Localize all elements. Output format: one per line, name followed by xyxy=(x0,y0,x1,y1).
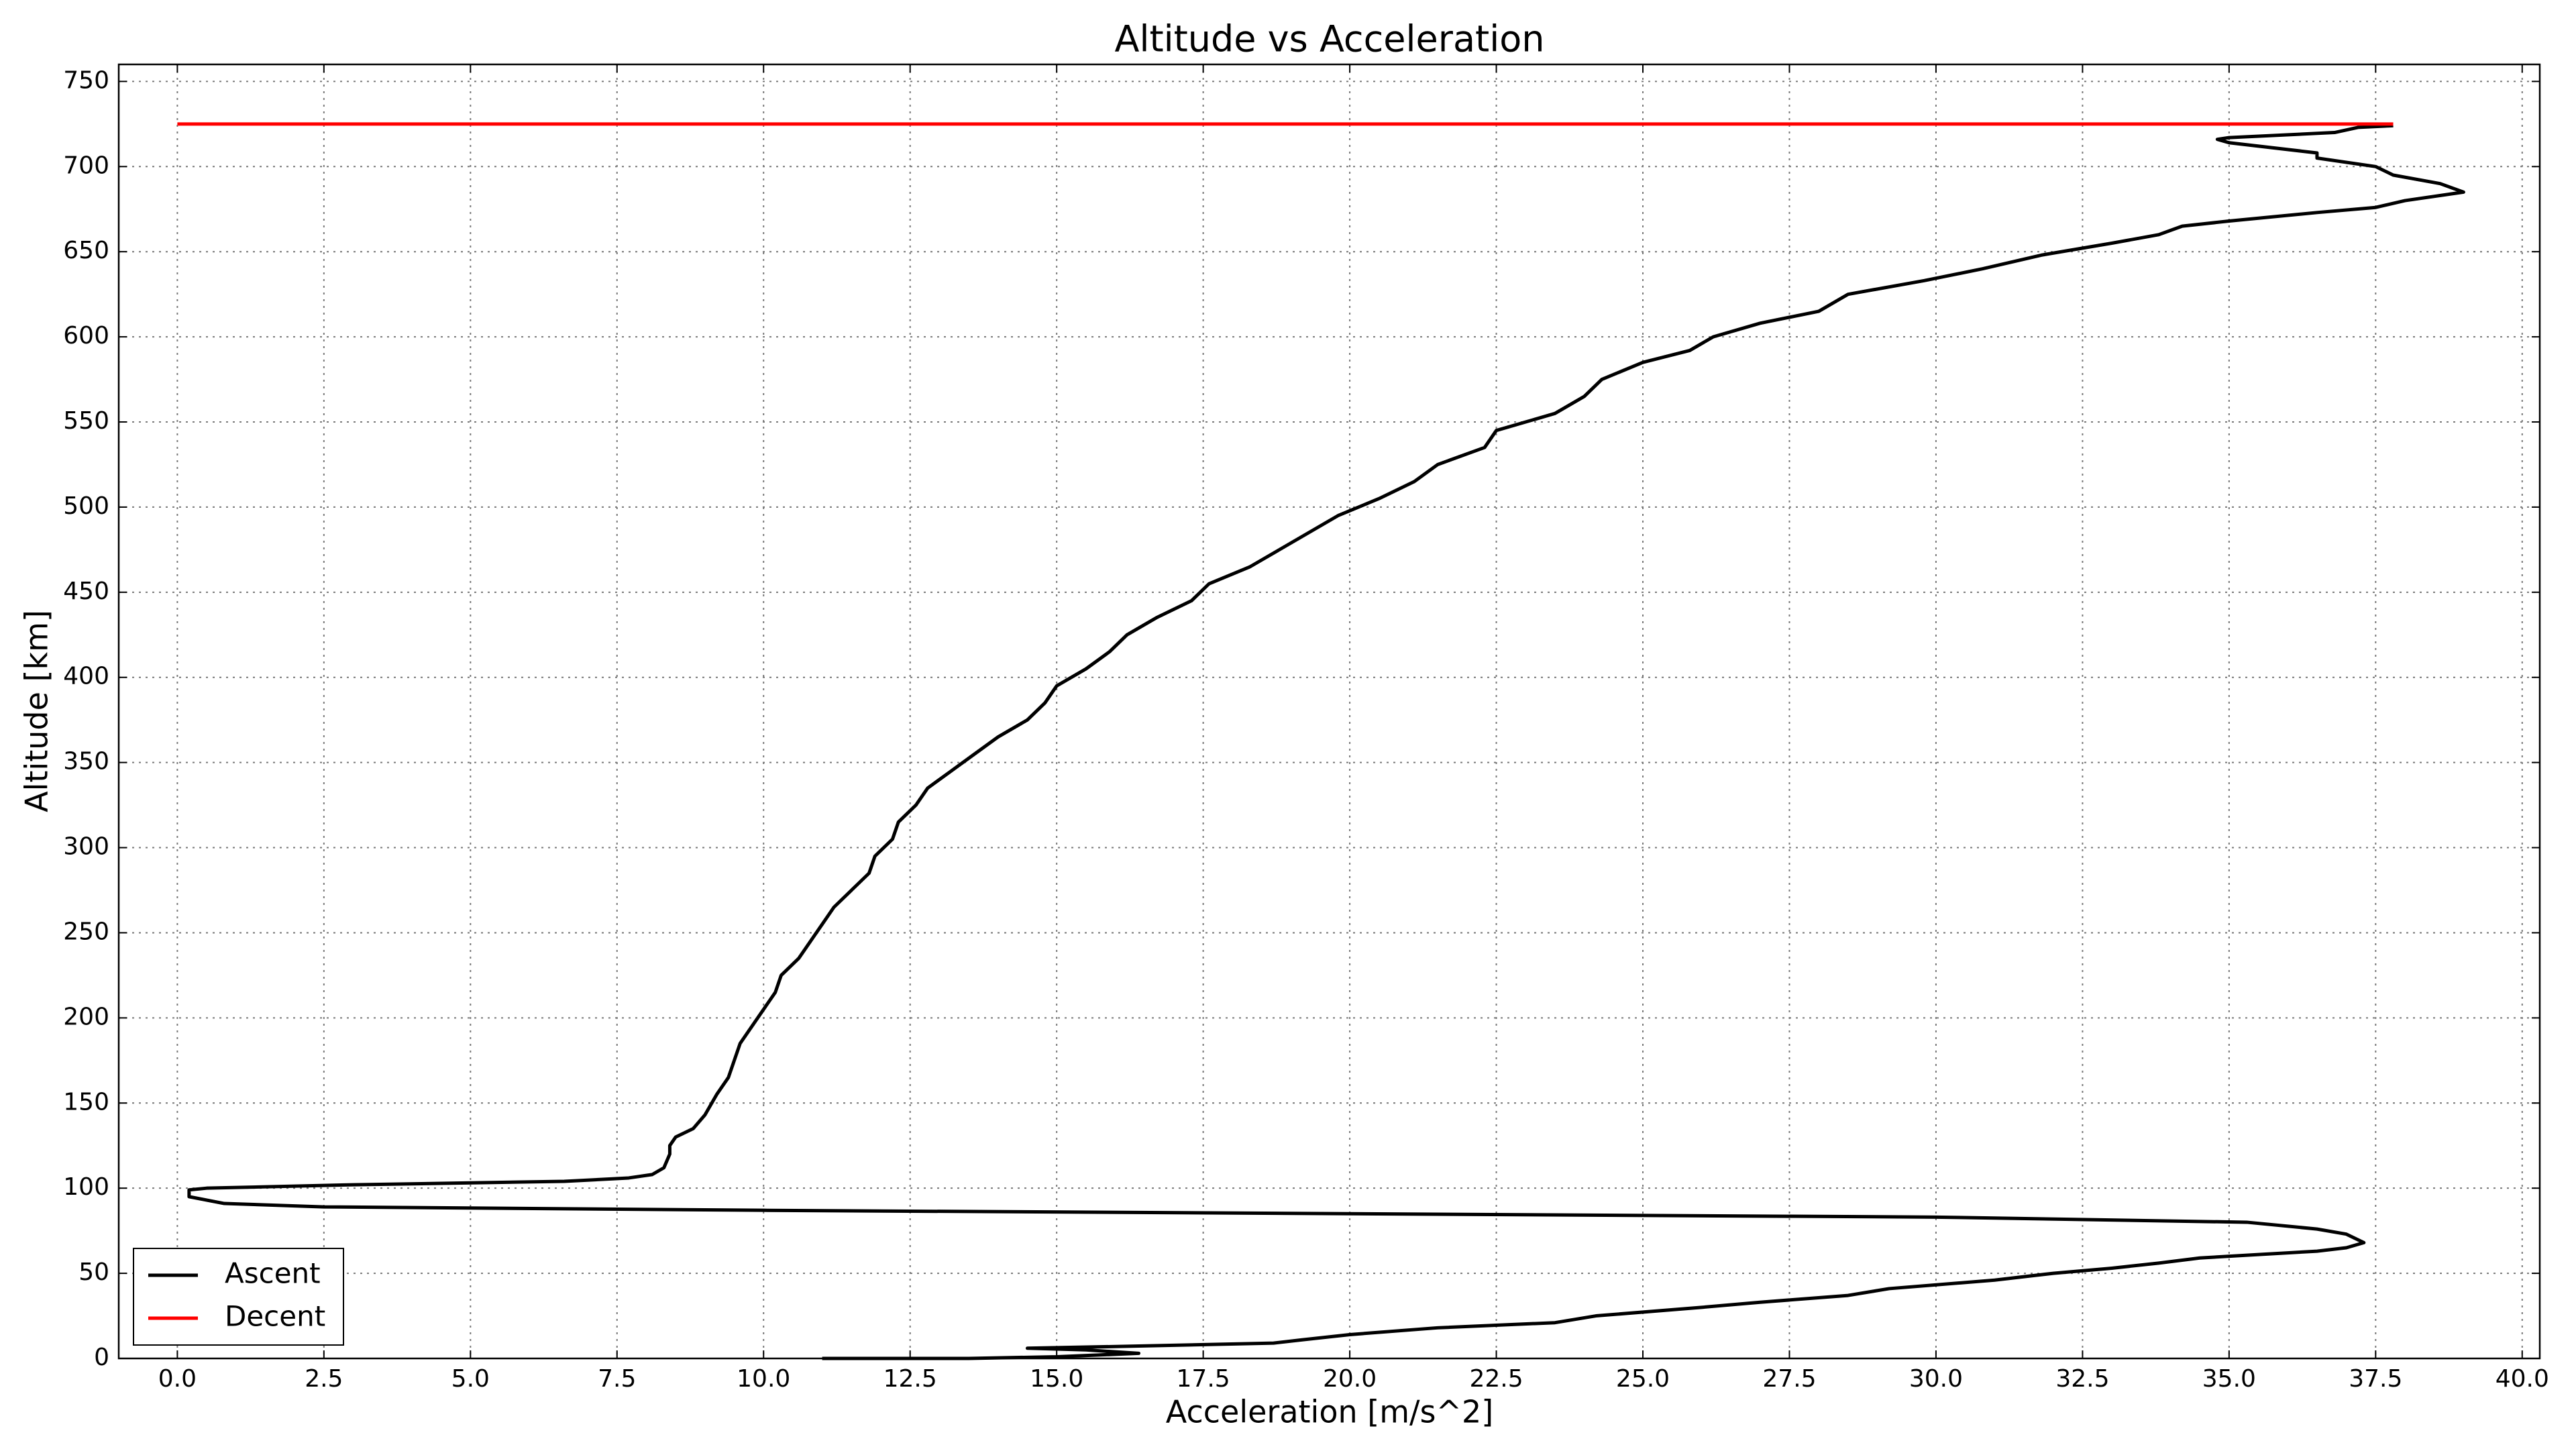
x-tick-label: 40.0 xyxy=(2496,1365,2549,1393)
x-tick-label: 20.0 xyxy=(1323,1365,1377,1393)
y-tick-label: 500 xyxy=(63,492,109,520)
x-tick-label: 2.5 xyxy=(305,1365,343,1393)
legend-label: Decent xyxy=(225,1300,325,1333)
x-axis-label: Acceleration [m/s^2] xyxy=(1166,1394,1493,1430)
x-tick-label: 10.0 xyxy=(737,1365,790,1393)
x-tick-label: 7.5 xyxy=(598,1365,636,1393)
y-tick-label: 400 xyxy=(63,663,109,690)
legend-box xyxy=(133,1248,344,1346)
y-tick-label: 650 xyxy=(63,237,109,264)
legend-label: Ascent xyxy=(225,1257,321,1290)
x-tick-label: 32.5 xyxy=(2055,1365,2109,1393)
x-tick-label: 22.5 xyxy=(1469,1365,1523,1393)
y-tick-label: 550 xyxy=(63,407,109,435)
y-tick-label: 100 xyxy=(63,1173,109,1201)
y-tick-label: 0 xyxy=(94,1344,109,1371)
y-tick-label: 250 xyxy=(63,918,109,945)
x-tick-label: 25.0 xyxy=(1616,1365,1670,1393)
x-tick-label: 5.0 xyxy=(451,1365,490,1393)
y-tick-label: 350 xyxy=(63,748,109,775)
x-tick-label: 0.0 xyxy=(158,1365,197,1393)
x-tick-label: 35.0 xyxy=(2202,1365,2256,1393)
y-tick-label: 300 xyxy=(63,833,109,861)
chart-title: Altitude vs Acceleration xyxy=(1115,18,1545,60)
legend: Ascent Decent xyxy=(133,1248,344,1346)
series-line xyxy=(187,123,2465,1360)
x-tick-label: 17.5 xyxy=(1177,1365,1230,1393)
plot-frame xyxy=(117,63,2541,1360)
y-tick-label: 750 xyxy=(63,66,109,94)
x-tick-label: 37.5 xyxy=(2349,1365,2402,1393)
y-axis-label: Altitude [km] xyxy=(19,610,55,812)
y-tick-label: 200 xyxy=(63,1003,109,1030)
x-tick-label: 30.0 xyxy=(1909,1365,1963,1393)
y-tick-label: 150 xyxy=(63,1088,109,1116)
y-tick-label: 700 xyxy=(63,152,109,179)
x-tick-label: 15.0 xyxy=(1030,1365,1083,1393)
y-tick-label: 50 xyxy=(78,1258,109,1286)
x-tick-label: 12.5 xyxy=(883,1365,937,1393)
y-tick-label: 450 xyxy=(63,578,109,605)
x-tick-label: 27.5 xyxy=(1762,1365,1816,1393)
y-tick-label: 600 xyxy=(63,322,109,350)
